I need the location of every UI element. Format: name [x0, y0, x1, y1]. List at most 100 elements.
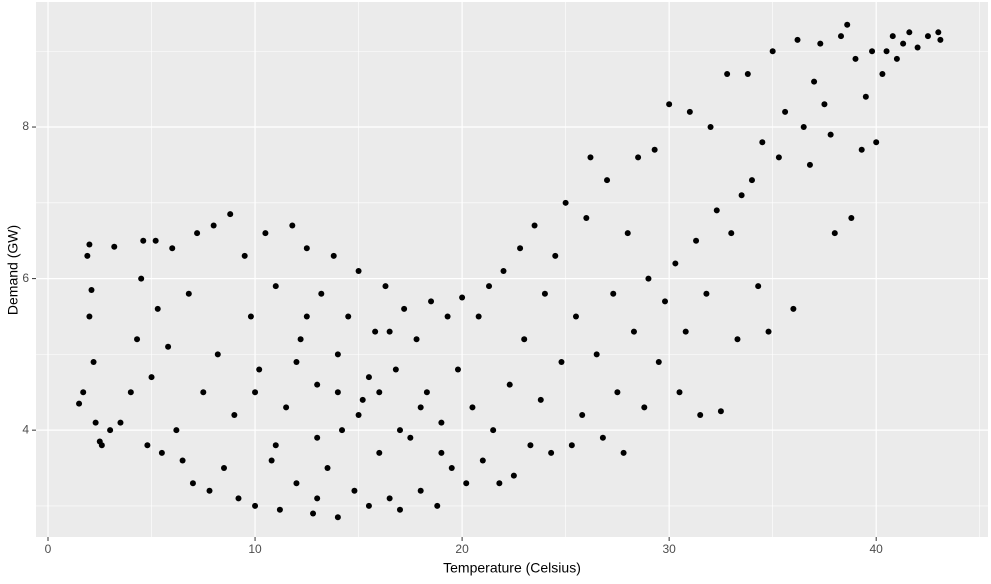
point: [821, 101, 828, 108]
point: [200, 389, 207, 396]
x-tick-label: 0: [45, 542, 52, 556]
point: [744, 70, 751, 77]
point: [318, 290, 325, 297]
point: [434, 502, 441, 509]
point: [407, 434, 414, 441]
point: [620, 449, 627, 456]
point: [800, 124, 807, 131]
point: [444, 313, 451, 320]
point: [827, 131, 834, 138]
point: [707, 124, 714, 131]
point: [314, 381, 321, 388]
point: [241, 252, 248, 259]
x-tick-label: 30: [662, 542, 676, 556]
point: [479, 457, 486, 464]
point: [138, 275, 145, 282]
point: [506, 381, 513, 388]
point: [303, 245, 310, 252]
point: [738, 192, 745, 199]
point: [869, 48, 876, 55]
point: [862, 93, 869, 100]
point: [334, 514, 341, 521]
point: [900, 40, 907, 47]
point: [924, 33, 931, 40]
point: [914, 44, 921, 51]
point: [748, 177, 755, 184]
point: [268, 457, 275, 464]
point: [630, 328, 637, 335]
point: [169, 245, 176, 252]
point: [734, 336, 741, 343]
point: [579, 411, 586, 418]
point: [448, 465, 455, 472]
point: [84, 252, 91, 259]
point: [80, 389, 87, 396]
point: [194, 230, 201, 237]
point: [635, 154, 642, 161]
point: [686, 108, 693, 115]
point: [396, 506, 403, 513]
point: [148, 374, 155, 381]
point: [117, 419, 124, 426]
point: [651, 146, 658, 153]
point: [355, 268, 362, 275]
point: [889, 33, 896, 40]
point: [572, 313, 579, 320]
point: [262, 230, 269, 237]
panel: [36, 2, 988, 537]
point: [189, 480, 196, 487]
point: [500, 268, 507, 275]
point: [562, 199, 569, 206]
point: [459, 294, 466, 301]
point: [475, 313, 482, 320]
point: [469, 404, 476, 411]
point: [604, 177, 611, 184]
point: [297, 336, 304, 343]
point: [713, 207, 720, 214]
point: [386, 328, 393, 335]
point: [272, 442, 279, 449]
point: [154, 305, 161, 312]
point: [599, 434, 606, 441]
point: [724, 70, 731, 77]
point: [351, 487, 358, 494]
point: [858, 146, 865, 153]
point: [144, 442, 151, 449]
point: [345, 313, 352, 320]
point: [158, 449, 165, 456]
point: [314, 495, 321, 502]
point: [558, 358, 565, 365]
point: [293, 358, 300, 365]
point: [490, 427, 497, 434]
x-tick-label: 20: [455, 542, 469, 556]
point: [521, 336, 528, 343]
point: [794, 36, 801, 43]
point: [879, 70, 886, 77]
point: [372, 328, 379, 335]
point: [645, 275, 652, 282]
x-tick-label: 10: [248, 542, 262, 556]
point: [848, 214, 855, 221]
point: [252, 502, 259, 509]
point: [256, 366, 263, 373]
point: [247, 313, 254, 320]
point: [376, 389, 383, 396]
point: [179, 457, 186, 464]
point: [583, 214, 590, 221]
point: [775, 154, 782, 161]
y-tick-label: 4: [22, 422, 29, 436]
point: [682, 328, 689, 335]
point: [806, 161, 813, 168]
point: [382, 283, 389, 290]
point: [438, 419, 445, 426]
point: [541, 290, 548, 297]
point: [527, 442, 534, 449]
point: [386, 495, 393, 502]
point: [486, 283, 493, 290]
point: [289, 222, 296, 229]
point: [127, 389, 134, 396]
point: [283, 404, 290, 411]
point: [396, 427, 403, 434]
point: [769, 48, 776, 55]
point: [759, 139, 766, 146]
